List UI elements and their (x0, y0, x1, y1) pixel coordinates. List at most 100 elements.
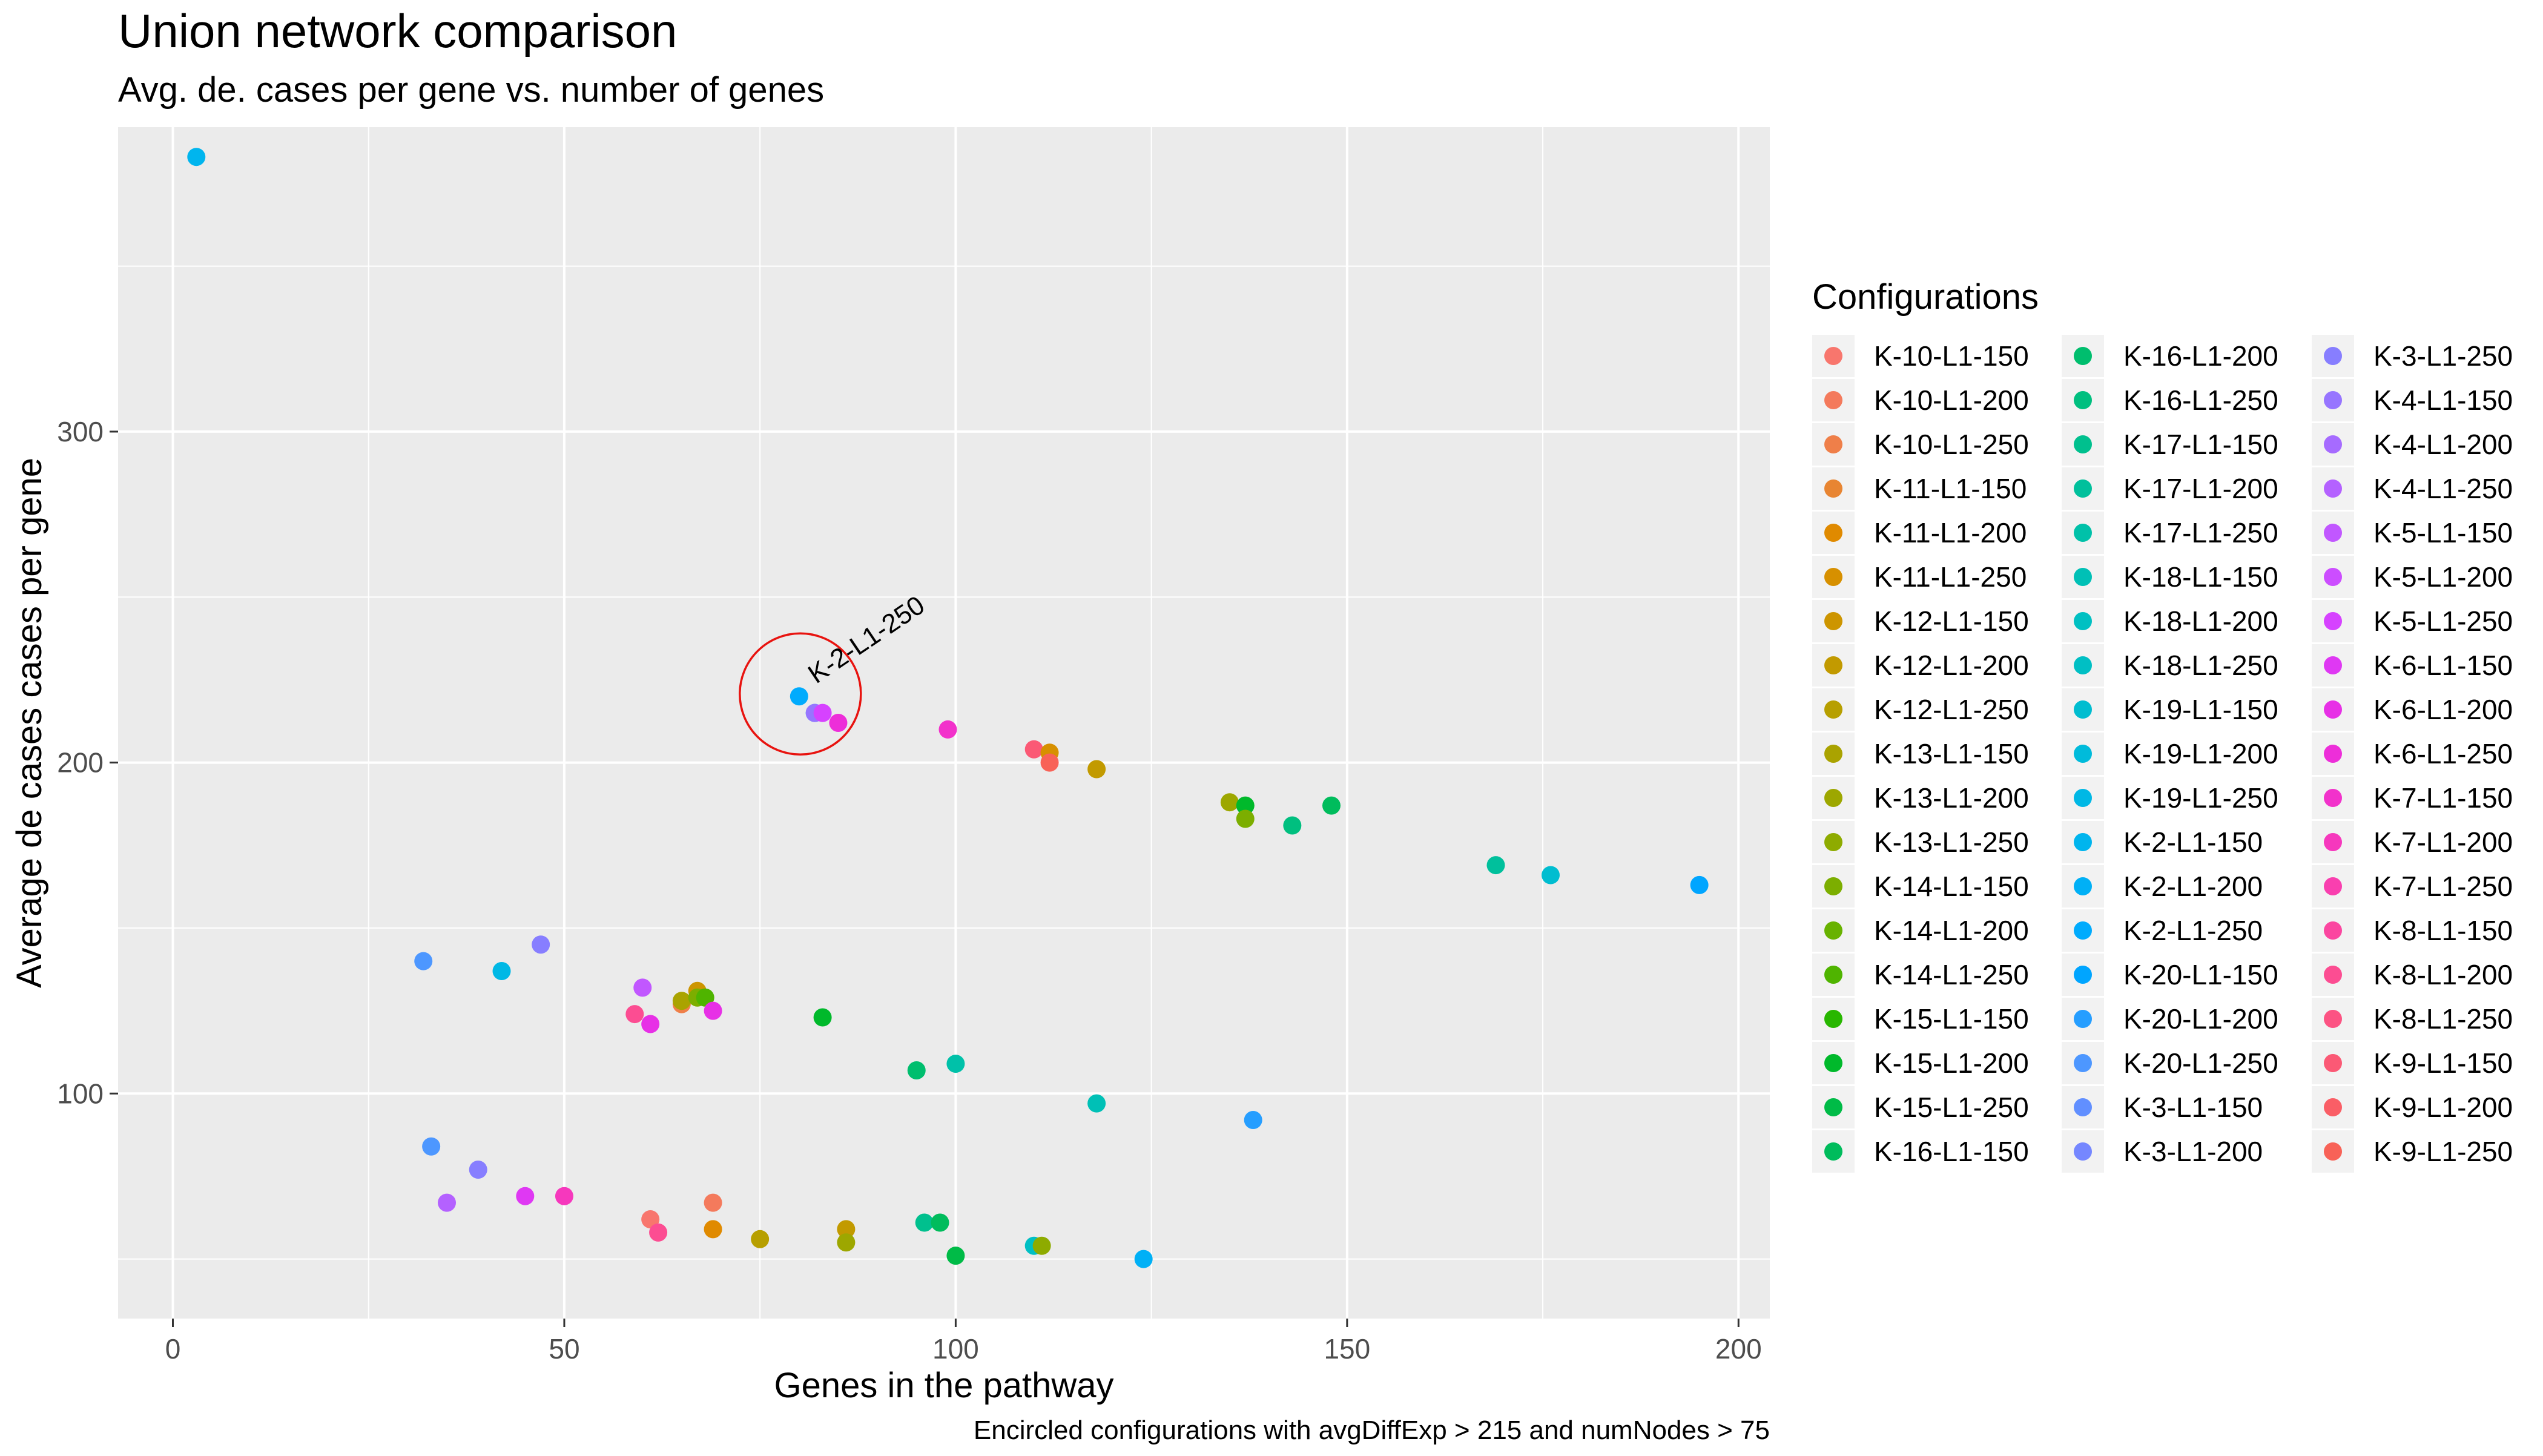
legend-label: K-15-L1-250 (1874, 1092, 2029, 1123)
y-tick-label: 100 (57, 1078, 104, 1109)
legend-label: K-19-L1-150 (2123, 694, 2278, 725)
legend-swatch (2324, 700, 2342, 719)
data-point (492, 962, 511, 980)
data-point (1244, 1111, 1262, 1129)
legend-swatch (2074, 347, 2092, 365)
data-point (751, 1230, 770, 1248)
legend-label: K-6-L1-150 (2373, 650, 2513, 681)
legend-swatch (1824, 1010, 1842, 1028)
data-point (704, 1220, 722, 1239)
legend-swatch (2324, 612, 2342, 630)
legend-swatch (2074, 745, 2092, 763)
legend-label: K-14-L1-200 (1874, 915, 2029, 946)
legend-swatch (2074, 435, 2092, 453)
legend-swatch (2074, 1142, 2092, 1161)
data-point (1541, 866, 1560, 884)
y-axis-ticks: 100 200 300 (57, 416, 118, 1109)
legend-label: K-14-L1-250 (1874, 959, 2029, 990)
data-point (1236, 796, 1255, 815)
data-point (1322, 796, 1341, 815)
legend-label: K-18-L1-200 (2123, 605, 2278, 637)
data-point (187, 148, 206, 166)
legend-swatch (2074, 833, 2092, 851)
legend-label: K-5-L1-200 (2373, 561, 2513, 593)
legend-label: K-20-L1-150 (2123, 959, 2278, 990)
legend-swatch (2324, 833, 2342, 851)
legend-swatch (2074, 789, 2092, 807)
grid-minor (118, 127, 1770, 1319)
legend-label: K-9-L1-250 (2373, 1136, 2513, 1167)
legend-label: K-16-L1-150 (1874, 1136, 2029, 1167)
legend-swatch (2324, 1098, 2342, 1116)
legend-label: K-13-L1-250 (1874, 826, 2029, 858)
legend-swatch (2324, 1010, 2342, 1028)
legend-swatch (1824, 745, 1842, 763)
legend-swatch (2074, 966, 2092, 984)
data-point (1690, 875, 1709, 894)
data-point (813, 1008, 832, 1027)
legend-swatch (2074, 524, 2092, 542)
data-point (438, 1193, 457, 1212)
data-point (946, 1247, 965, 1265)
y-axis-label: Average de cases cases per gene (10, 458, 49, 988)
legend-swatch (2324, 656, 2342, 674)
data-point (532, 935, 550, 954)
legend-swatch (1824, 1098, 1842, 1116)
legend-label: K-18-L1-150 (2123, 561, 2278, 593)
data-point (649, 1223, 668, 1242)
data-point (837, 1220, 856, 1239)
data-point (414, 952, 433, 970)
legend-swatch (2324, 789, 2342, 807)
data-point (672, 992, 691, 1010)
legend-label: K-3-L1-150 (2123, 1092, 2263, 1123)
legend: K-10-L1-150 K-10-L1-200 K-10-L1-250 K-11-L1… (1812, 335, 2513, 1173)
x-tick-label: 50 (549, 1333, 579, 1365)
legend-swatch (1824, 656, 1842, 674)
data-point (1087, 1094, 1106, 1113)
legend-label: K-13-L1-200 (1874, 782, 2029, 814)
legend-label: K-3-L1-200 (2123, 1136, 2263, 1167)
legend-label: K-15-L1-200 (1874, 1047, 2029, 1079)
x-axis-label: Genes in the pathway (774, 1366, 1113, 1405)
legend-swatch (2324, 1054, 2342, 1072)
data-point (1283, 816, 1302, 835)
legend-label: K-16-L1-250 (2123, 384, 2278, 416)
legend-label: K-7-L1-200 (2373, 826, 2513, 858)
chart-title: Union network comparison (118, 4, 677, 58)
legend-label: K-10-L1-250 (1874, 429, 2029, 460)
legend-label: K-17-L1-250 (2123, 517, 2278, 548)
legend-label: K-6-L1-250 (2373, 738, 2513, 769)
legend-swatch (1824, 921, 1842, 940)
legend-label: K-10-L1-150 (1874, 340, 2029, 372)
x-tick-label: 200 (1715, 1333, 1762, 1365)
legend-swatch (2074, 921, 2092, 940)
legend-swatch (2074, 479, 2092, 498)
data-point (1236, 809, 1255, 828)
legend-label: K-11-L1-200 (1874, 517, 2027, 548)
data-point (790, 687, 808, 706)
annotation-circle (739, 632, 862, 756)
legend-swatch (2074, 612, 2092, 630)
data-point (633, 978, 652, 997)
legend-swatch (1824, 391, 1842, 409)
legend-swatch (1824, 833, 1842, 851)
legend-swatch (2324, 347, 2342, 365)
legend-swatch (2324, 1142, 2342, 1161)
chart-caption: Encircled configurations with avgDiffExp… (974, 1415, 1770, 1445)
data-point (641, 1015, 660, 1033)
legend-label: K-4-L1-250 (2373, 473, 2513, 504)
legend-label: K-2-L1-150 (2123, 826, 2263, 858)
legend-swatch (2074, 568, 2092, 586)
legend-swatch (1824, 347, 1842, 365)
legend-label: K-3-L1-250 (2373, 340, 2513, 372)
legend-swatch (2074, 1098, 2092, 1116)
legend-label: K-8-L1-200 (2373, 959, 2513, 990)
legend-label: K-8-L1-250 (2373, 1003, 2513, 1035)
legend-label: K-2-L1-250 (2123, 915, 2263, 946)
legend-swatch (1824, 479, 1842, 498)
legend-swatch (2324, 479, 2342, 498)
data-point (946, 1055, 965, 1073)
legend-label: K-5-L1-250 (2373, 605, 2513, 637)
legend-label: K-7-L1-250 (2373, 871, 2513, 902)
